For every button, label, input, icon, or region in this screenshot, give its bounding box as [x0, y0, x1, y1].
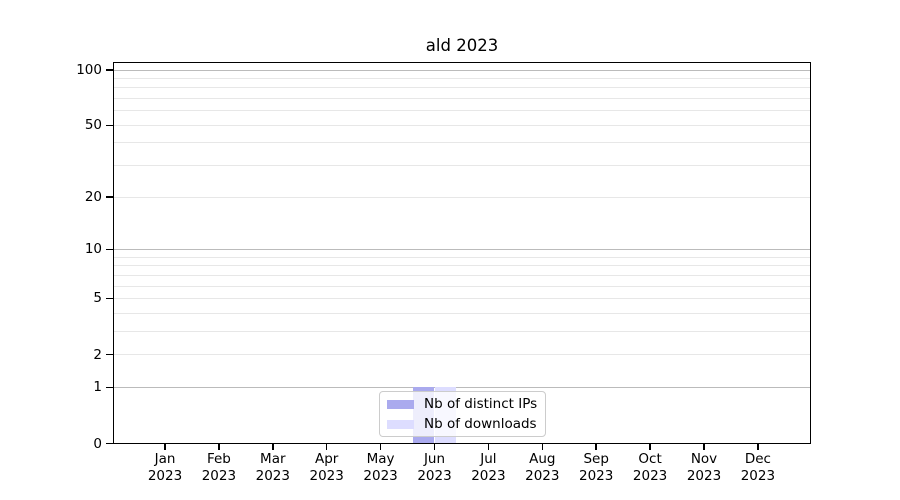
y-tick-label-20: 20 — [84, 189, 102, 206]
x-tick-label-dec-2023-line1: Dec — [744, 451, 771, 467]
y-tick-0 — [106, 442, 113, 445]
legend-swatch-distinct-ips — [387, 399, 414, 409]
x-tick-jan-2023 — [164, 443, 166, 450]
gridline-minor-9 — [113, 256, 811, 258]
gridline-minor-30 — [113, 165, 811, 167]
legend-item-downloads: Nb of downloads — [387, 414, 537, 434]
y-tick-label-2: 2 — [93, 346, 102, 363]
x-tick-label-feb-2023-line1: Feb — [206, 451, 231, 467]
x-tick-label-mar-2023-line1: Mar — [260, 451, 286, 467]
legend: Nb of distinct IPs Nb of downloads — [379, 391, 546, 437]
gridline-minor-8 — [113, 265, 811, 267]
x-tick-label-oct-2023-line2: 2023 — [632, 468, 668, 484]
y-tick-label-0: 0 — [93, 435, 102, 452]
x-tick-mar-2023 — [272, 443, 274, 450]
gridline-major-10 — [113, 248, 811, 250]
x-tick-label-may-2023-line1: May — [366, 451, 395, 467]
x-tick-label-jul-2023-line1: Jul — [480, 451, 497, 467]
x-tick-label-mar-2023-line2: 2023 — [255, 468, 290, 484]
x-tick-nov-2023 — [703, 443, 705, 450]
y-tick-1 — [106, 386, 113, 389]
legend-label-downloads: Nb of downloads — [424, 416, 537, 432]
x-tick-label-feb-2023-line2: 2023 — [201, 468, 237, 484]
chart-title: ald 2023 — [425, 36, 499, 55]
y-tick-label-50: 50 — [84, 117, 102, 134]
gridline-minor-2 — [113, 354, 811, 356]
gridline-major-100 — [113, 69, 811, 71]
x-tick-label-nov-2023-line1: Nov — [690, 451, 718, 467]
y-tick-label-1: 1 — [93, 379, 102, 396]
gridline-minor-70 — [113, 98, 811, 100]
x-tick-label-dec-2023-line2: 2023 — [740, 468, 776, 484]
x-tick-label-sep-2023-line1: Sep — [583, 451, 609, 467]
x-tick-sep-2023 — [595, 443, 597, 450]
gridline-minor-90 — [113, 77, 811, 79]
x-tick-oct-2023 — [649, 443, 651, 450]
x-tick-label-nov-2023-line2: 2023 — [686, 468, 722, 484]
x-tick-label-apr-2023-line1: Apr — [315, 451, 339, 467]
gridline-minor-60 — [113, 110, 811, 112]
gridline-minor-80 — [113, 87, 811, 89]
gridline-minor-6 — [113, 285, 811, 287]
x-tick-label-may-2023-line2: 2023 — [363, 468, 398, 484]
x-tick-jul-2023 — [487, 443, 490, 450]
legend-item-distinct-ips: Nb of distinct IPs — [387, 394, 537, 414]
gridline-minor-5 — [113, 297, 811, 299]
x-tick-label-jan-2023-line1: Jan — [154, 451, 176, 467]
y-tick-2 — [106, 353, 113, 356]
x-tick-label-jan-2023-line2: 2023 — [147, 468, 183, 484]
gridline-minor-20 — [113, 196, 811, 198]
x-tick-label-jun-2023-line2: 2023 — [417, 468, 452, 484]
gridline-minor-50 — [113, 124, 811, 126]
x-tick-label-aug-2023-line1: Aug — [529, 451, 556, 467]
x-tick-aug-2023 — [541, 443, 544, 450]
gridline-minor-3 — [113, 330, 811, 332]
x-tick-jun-2023 — [433, 443, 436, 450]
y-tick-50 — [106, 124, 113, 127]
gridline-minor-4 — [113, 312, 811, 314]
gridline-major-1 — [113, 386, 811, 388]
gridline-minor-7 — [113, 274, 811, 276]
y-tick-5 — [106, 297, 113, 300]
gridline-minor-40 — [113, 142, 811, 144]
y-tick-label-100: 100 — [76, 62, 102, 78]
y-tick-label-10: 10 — [84, 241, 102, 258]
legend-label-distinct-ips: Nb of distinct IPs — [424, 396, 538, 412]
x-tick-label-sep-2023-line2: 2023 — [579, 468, 614, 484]
y-tick-20 — [106, 196, 113, 198]
x-tick-feb-2023 — [218, 443, 220, 450]
x-tick-label-jul-2023-line2: 2023 — [471, 468, 506, 484]
plot-area: Nb of distinct IPs Nb of downloads — [113, 62, 811, 444]
y-tick-10 — [106, 248, 113, 251]
x-tick-label-aug-2023-line2: 2023 — [525, 468, 560, 484]
legend-swatch-downloads — [387, 419, 414, 429]
y-tick-label-5: 5 — [93, 290, 102, 307]
x-tick-dec-2023 — [757, 443, 759, 450]
x-tick-may-2023 — [379, 443, 382, 450]
x-tick-label-oct-2023-line1: Oct — [638, 451, 662, 467]
x-tick-apr-2023 — [325, 443, 328, 450]
x-tick-label-jun-2023-line1: Jun — [423, 451, 446, 467]
y-tick-100 — [106, 69, 113, 71]
x-tick-label-apr-2023-line2: 2023 — [309, 468, 344, 484]
